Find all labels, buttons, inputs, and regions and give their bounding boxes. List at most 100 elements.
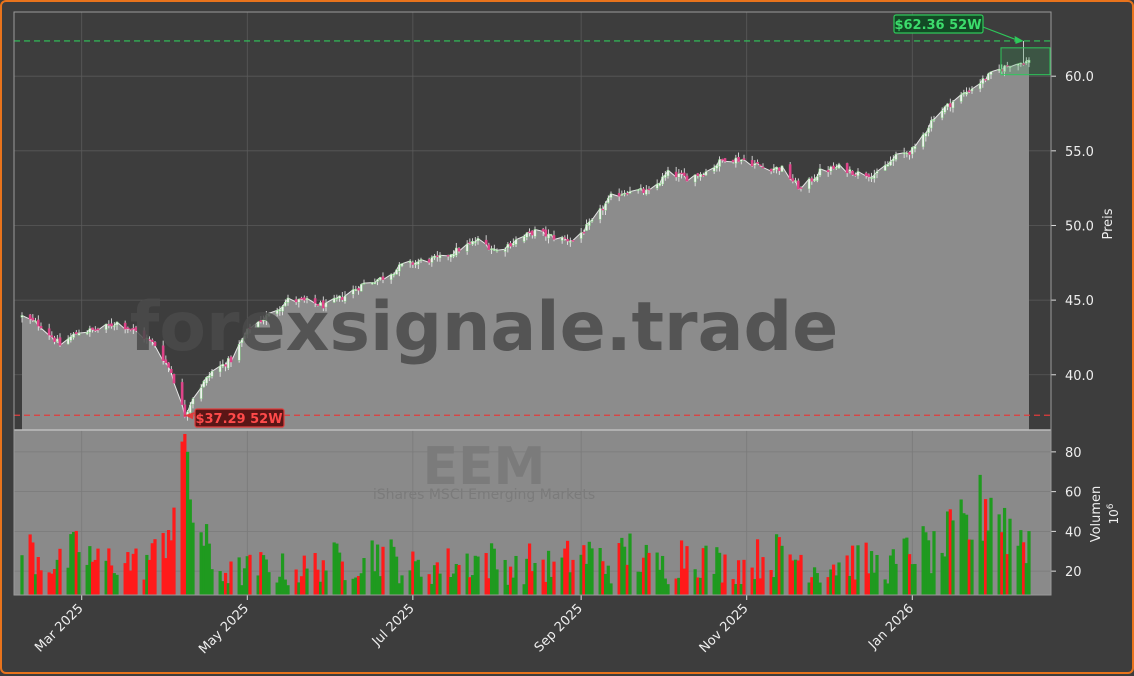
volume-bar xyxy=(36,557,40,595)
candle-body xyxy=(712,167,716,172)
volume-bar xyxy=(1016,545,1020,595)
volume-bar xyxy=(639,571,643,595)
volume-bar xyxy=(104,560,108,595)
candle-body xyxy=(718,159,721,167)
candle-body xyxy=(685,175,689,182)
candle-body xyxy=(36,319,40,327)
volume-bar xyxy=(647,552,651,595)
candle-body xyxy=(167,362,170,368)
volume-bar xyxy=(191,522,195,595)
volume-bar xyxy=(275,582,279,595)
volume-bar xyxy=(796,560,800,595)
volume-bar xyxy=(774,534,779,595)
candle-body xyxy=(53,337,56,342)
volume-bar xyxy=(451,573,456,595)
volume-bar xyxy=(248,554,252,595)
candle-body xyxy=(756,161,759,164)
candle-body xyxy=(438,255,442,259)
volume-bar xyxy=(845,555,849,595)
volume-bar xyxy=(297,582,301,595)
candle-body xyxy=(381,276,385,280)
volume-bar xyxy=(185,451,190,595)
low-52w-box xyxy=(194,408,285,428)
candle-body xyxy=(473,241,477,244)
candle-body xyxy=(376,279,379,282)
volume-bar xyxy=(867,573,871,595)
candle-body xyxy=(427,259,431,263)
volume-bar xyxy=(128,570,133,595)
candle-body xyxy=(680,172,683,175)
candle-body xyxy=(351,289,355,295)
candle-body xyxy=(590,219,594,222)
volume-bar xyxy=(677,577,681,595)
candle-body xyxy=(264,315,268,321)
candle-body xyxy=(169,369,173,374)
candle-body xyxy=(818,168,822,176)
candle-body xyxy=(967,90,971,93)
volume-bar xyxy=(394,556,399,595)
candle-body xyxy=(959,94,963,102)
candle-body xyxy=(210,371,214,377)
candle-body xyxy=(245,328,249,336)
volume-bar xyxy=(318,581,323,595)
volume-bar xyxy=(617,543,621,595)
candle-body xyxy=(894,153,898,160)
candle-body xyxy=(1027,59,1031,63)
candle-body xyxy=(509,243,512,247)
candle-body xyxy=(218,365,222,373)
candle-body xyxy=(457,248,461,252)
candle-body xyxy=(826,169,830,173)
candle-body xyxy=(1024,60,1028,64)
low-52w-arrowhead xyxy=(184,412,194,420)
volume-bar xyxy=(758,578,762,595)
volume-bar xyxy=(20,555,24,595)
volume-bar xyxy=(997,514,1001,595)
volume-bar xyxy=(55,559,59,595)
volume-bar xyxy=(579,554,583,595)
candle-body xyxy=(340,296,344,300)
candle-body xyxy=(807,178,811,190)
candle-body xyxy=(468,242,472,244)
candle-body xyxy=(642,188,645,194)
volume-bar xyxy=(503,559,507,595)
candle-body xyxy=(93,329,97,331)
volume-bar xyxy=(109,565,114,595)
volume-bar xyxy=(913,563,917,595)
volume-bar xyxy=(818,582,822,595)
volume-bar xyxy=(210,569,214,595)
volume-bar xyxy=(392,546,396,595)
volume-bar xyxy=(207,543,211,595)
candle-body xyxy=(617,193,621,197)
candle-body xyxy=(69,336,73,341)
volume-bar xyxy=(221,581,225,595)
candle-body xyxy=(397,264,401,272)
volume-bar xyxy=(622,546,627,595)
volume-bar xyxy=(945,511,950,595)
candle-body xyxy=(620,194,624,196)
volume-bar xyxy=(932,531,936,595)
volume-bar xyxy=(731,579,735,595)
volume-bar xyxy=(229,561,233,595)
candle-body xyxy=(921,134,925,148)
candle-body xyxy=(750,160,754,167)
high-52w-arrowhead xyxy=(1014,35,1024,44)
candle-body xyxy=(123,322,127,330)
volume-axis-ticks: 20 40 60 80 xyxy=(1051,446,1082,580)
candle-body xyxy=(815,176,819,181)
volume-bar xyxy=(1002,507,1007,595)
x-tick-label: May 2025 xyxy=(196,601,252,657)
candle-body xyxy=(267,313,271,317)
watermark: forexsignale.trade xyxy=(130,288,839,367)
price-axis-label: Preis xyxy=(1101,208,1116,239)
candle-body xyxy=(452,253,455,257)
volume-bar xyxy=(242,568,247,595)
candle-body xyxy=(85,332,89,335)
volume-bar xyxy=(335,543,339,595)
candle-body xyxy=(66,338,70,345)
volume-bar xyxy=(96,548,100,595)
volume-bar xyxy=(829,569,833,595)
candle-body xyxy=(541,228,545,232)
candle-body xyxy=(965,92,968,95)
volume-bar xyxy=(356,576,361,595)
volume-bar xyxy=(240,585,244,595)
